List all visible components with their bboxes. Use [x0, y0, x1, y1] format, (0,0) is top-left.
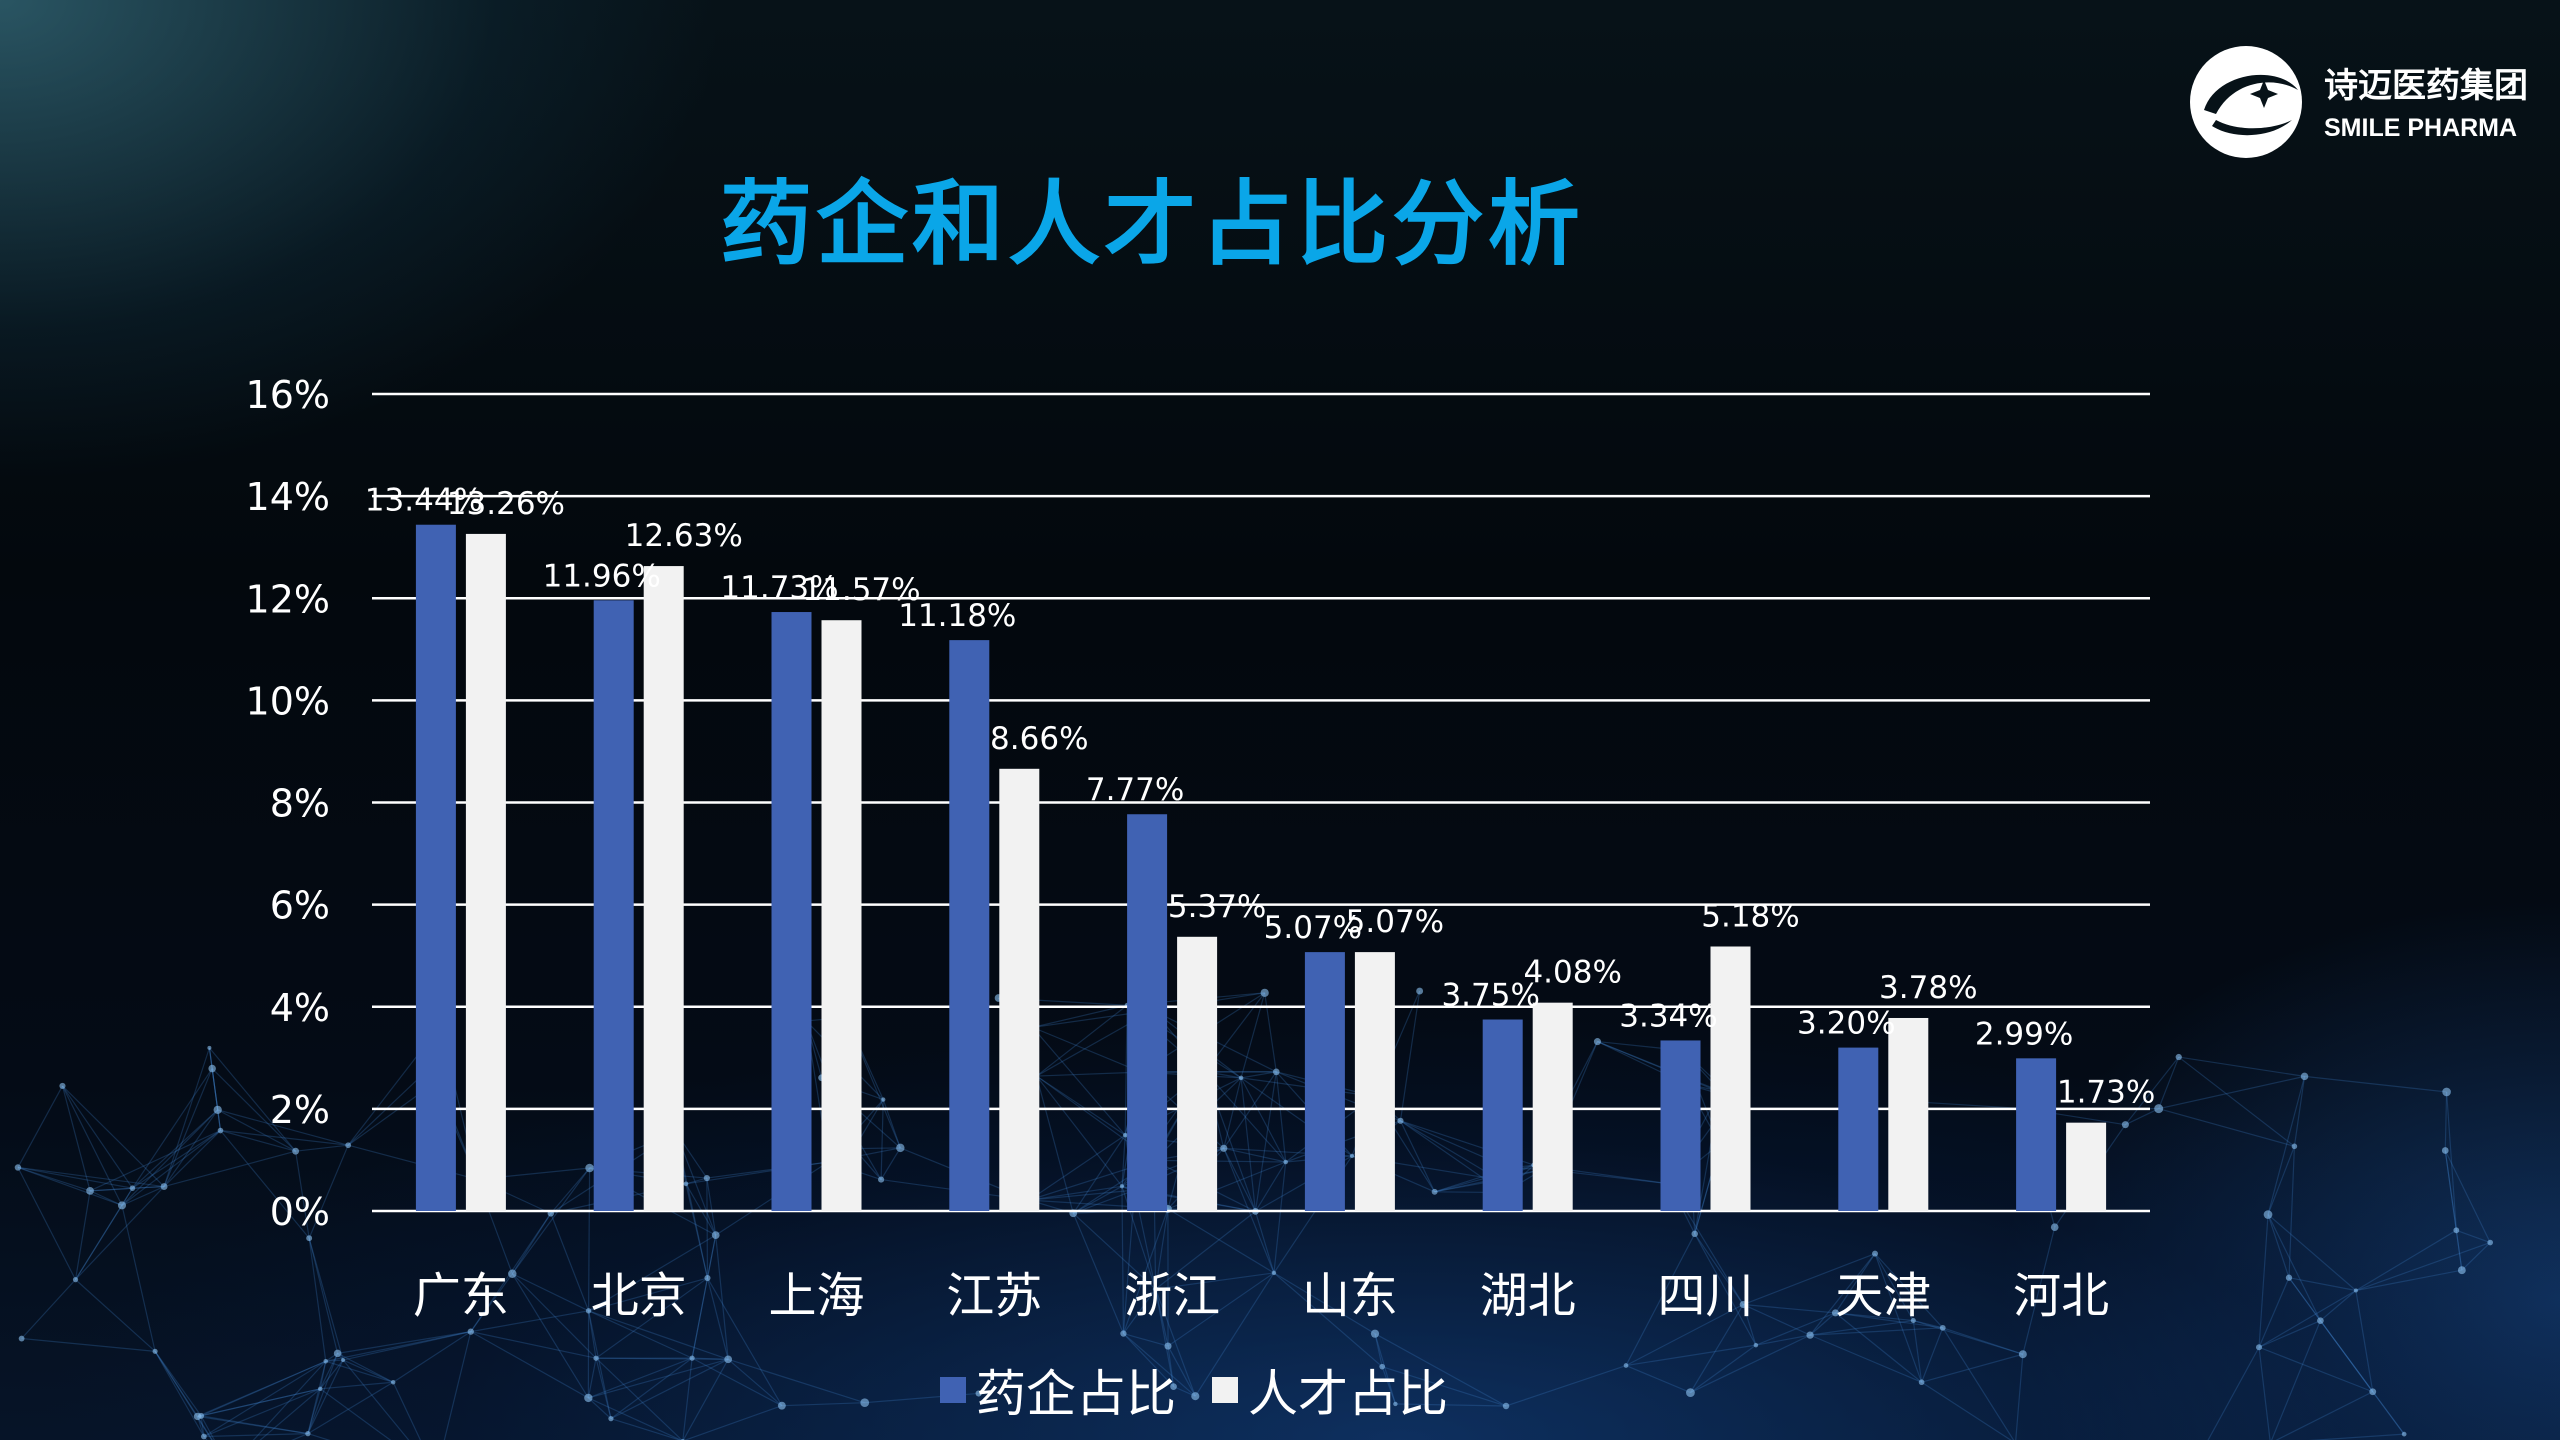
y-axis: 0% 2% 4% 6% 8% 10% 12% 14% 16%: [246, 373, 330, 1234]
y-tick-label: 6%: [270, 884, 330, 928]
logo-name-cn: 诗迈医药集团: [2324, 66, 2528, 106]
bar-talent: [1710, 946, 1751, 1211]
bar-company: [949, 640, 990, 1211]
data-label-talent: 11.57%: [802, 572, 920, 608]
data-label-company: 3.20%: [1797, 1006, 1895, 1042]
bar-company: [1660, 1040, 1701, 1211]
bar-talent: [1354, 952, 1395, 1211]
bar-company: [1304, 952, 1345, 1211]
x-tick-label: 湖北: [1480, 1268, 1576, 1324]
bars: [415, 524, 2107, 1211]
legend-item-company: 药企占比: [940, 1354, 1176, 1426]
x-tick-label: 广东: [413, 1268, 509, 1324]
data-label-company: 13.44%: [365, 483, 483, 519]
bar-talent: [643, 566, 684, 1211]
y-tick-label: 0%: [270, 1190, 330, 1234]
bar-company: [771, 612, 812, 1211]
data-label-talent: 4.08%: [1523, 955, 1621, 991]
x-tick-label: 上海: [768, 1268, 864, 1324]
data-label-talent: 13.26%: [447, 486, 565, 522]
bar-talent: [1888, 1017, 1929, 1211]
legend-item-talent: 人才占比: [1212, 1354, 1448, 1426]
y-tick-label: 2%: [270, 1088, 330, 1132]
data-label-talent: 1.73%: [2057, 1075, 2155, 1111]
data-label-company: 3.75%: [1441, 978, 1539, 1014]
data-label-talent: 5.37%: [1168, 889, 1266, 925]
bar-talent: [999, 768, 1040, 1211]
legend-label-company: 药企占比: [976, 1365, 1176, 1423]
y-tick-label: 10%: [246, 679, 330, 723]
legend-swatch-company: [940, 1377, 966, 1403]
legend-label-talent: 人才占比: [1248, 1365, 1448, 1423]
data-label-talent: 8.66%: [990, 721, 1088, 757]
network-lines: [17, 990, 2491, 1440]
data-label-company: 5.07%: [1264, 910, 1362, 946]
bar-company: [593, 600, 634, 1211]
data-label-company: 2.99%: [1975, 1016, 2073, 1052]
y-tick-label: 8%: [270, 782, 330, 826]
x-tick-label: 山东: [1302, 1268, 1398, 1324]
x-tick-label: 天津: [1835, 1268, 1931, 1324]
legend-swatch-talent: [1212, 1377, 1238, 1403]
data-label-company: 11.96%: [543, 558, 661, 594]
chart-legend: 药企占比 人才占比: [940, 1360, 1448, 1423]
x-tick-label: 四川: [1657, 1268, 1753, 1324]
data-labels: 13.44%13.26% 11.96% 12.63% 11.73%11.57%11.1…: [365, 483, 2156, 1111]
data-label-talent: 12.63%: [625, 518, 743, 554]
y-tick-label: 14%: [246, 475, 330, 519]
bar-company: [415, 524, 456, 1211]
y-tick-label: 12%: [246, 577, 330, 621]
data-label-company: 11.18%: [898, 598, 1016, 634]
bar-company: [1127, 814, 1168, 1211]
bar-company: [1838, 1047, 1879, 1211]
chart-title: 药企和人才占比分析: [720, 171, 1585, 278]
bar-company: [2016, 1058, 2057, 1211]
bar-company: [1482, 1019, 1523, 1211]
data-label-company: 3.34%: [1619, 998, 1717, 1034]
smile-pharma-logo-icon: [2190, 46, 2302, 158]
x-tick-label: 北京: [591, 1268, 687, 1324]
data-label-company: 7.77%: [1086, 772, 1184, 808]
bar-talent: [2066, 1122, 2107, 1211]
y-tick-label: 16%: [246, 373, 330, 417]
bar-talent: [1532, 1002, 1573, 1211]
data-label-talent: 5.07%: [1346, 904, 1444, 940]
logo-name-en: SMILE PHARMA: [2324, 114, 2518, 142]
data-label-talent: 3.78%: [1879, 970, 1977, 1006]
data-label-talent: 5.18%: [1701, 898, 1799, 934]
x-axis: 广东 北京 上海 江苏 浙江 山东 湖北 四川 天津 河北: [413, 1268, 2109, 1324]
x-tick-label: 江苏: [946, 1268, 1042, 1324]
x-tick-label: 河北: [2013, 1268, 2109, 1324]
company-logo: 诗迈医药集团 SMILE PHARMA: [2186, 40, 2528, 170]
bar-talent: [821, 620, 862, 1211]
gridlines: [372, 392, 2150, 1213]
bar-talent: [1177, 936, 1218, 1211]
x-tick-label: 浙江: [1124, 1268, 1220, 1324]
y-tick-label: 4%: [270, 986, 330, 1030]
data-label-company: 11.73%: [720, 570, 838, 606]
bar-talent: [465, 533, 506, 1211]
